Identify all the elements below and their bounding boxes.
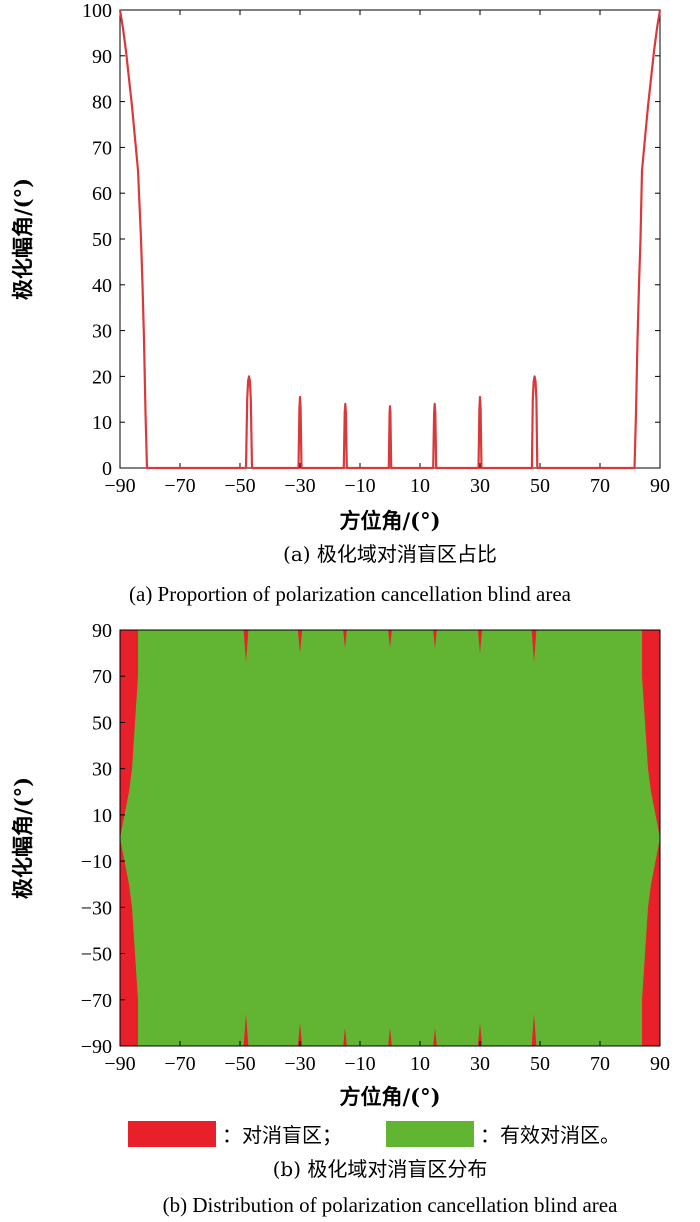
legend-swatch-blind [128,1121,216,1147]
chart-b-blind-spike-top [388,630,392,649]
chart-b-x-tick-label: 10 [410,1053,430,1075]
chart-b-blind-spike-bottom [477,1022,483,1046]
chart-b-y-tick-label: −70 [81,990,112,1012]
chart-b-caption-en: (b) Distribution of polarization cancell… [163,1193,619,1217]
chart-a-y-tick-label: 40 [92,275,112,297]
chart-a-x-tick-label: −70 [164,475,195,497]
chart-b-blind-spike-top [433,630,437,649]
chart-b-legend: ：对消盲区； ：有效对消区。 [128,1121,620,1147]
chart-b-blind-spike-top [531,630,537,663]
chart-b-blind-spike-bottom [243,1013,249,1046]
chart-a-x-tick-label: −30 [284,475,315,497]
chart-b-x-tick-label: −10 [344,1053,375,1075]
legend-swatch-effective [386,1121,474,1147]
chart-b-y-tick-label: 70 [92,666,112,688]
chart-b-x-axis-label: 方位角/(°) [339,1084,440,1109]
chart-b-blind-spike-top [477,630,483,654]
chart-b-blind-region-right [642,630,660,1046]
chart-a-series-line [118,9,662,470]
chart-b-blind-spike-bottom [531,1013,537,1046]
chart-a-y-tick-label: 0 [102,458,112,480]
chart-b-x-tick-label: 30 [470,1053,490,1075]
chart-b-x-tick-label: 90 [650,1053,670,1075]
chart-a-y-tick-label: 90 [92,46,112,68]
chart-b-effective-region [120,630,660,1046]
chart-b-blind-spike-top [343,630,347,649]
chart-a: 0 10 20 30 40 50 60 70 80 90 100 −90 −70 −50 −30 −10 10… [10,0,670,606]
chart-a-x-tick-label: 70 [590,475,610,497]
chart-b-y-tick-label: 50 [92,712,112,734]
chart-b-blind-spike-bottom [388,1027,392,1046]
chart-a-x-ticks: −90 −70 −50 −30 −10 10 30 50 70 90 [104,10,670,497]
chart-b-frame [119,629,661,1047]
chart-b-x-ticks: −90 −70 −50 −30 −10 10 30 50 70 90 [104,1041,670,1075]
chart-a-y-tick-label: 70 [92,137,112,159]
chart-b-y-tick-label: 30 [92,759,112,781]
chart-a-y-ticks: 0 10 20 30 40 50 60 70 80 90 100 [82,0,660,480]
chart-a-x-tick-label: 30 [470,475,490,497]
chart-a-y-axis-label: 极化幅角/(°) [10,178,35,300]
chart-b-x-tick-label: −70 [164,1053,195,1075]
chart-a-y-tick-label: 30 [92,321,112,343]
chart-b-x-tick-label: 50 [530,1053,550,1075]
chart-a-caption-cn: (a) 极化域对消盲区占比 [283,542,497,566]
chart-a-x-tick-label: 10 [410,475,430,497]
chart-b-x-tick-label: −30 [284,1053,315,1075]
chart-b-blind-spike-bottom [433,1027,437,1046]
chart-b-y-tick-label: −90 [81,1036,112,1058]
chart-b-x-tick-label: −90 [104,1053,135,1075]
chart-a-x-tick-label: −90 [104,475,135,497]
chart-b-x-tick-label: −50 [224,1053,255,1075]
legend-label-blind: ：对消盲区； [222,1123,342,1147]
chart-a-y-tick-label: 60 [92,183,112,205]
chart-b-y-tick-label: −10 [81,851,112,873]
chart-a-x-tick-label: −10 [344,475,375,497]
chart-b-x-tick-label: 70 [590,1053,610,1075]
chart-b-y-tick-label: −50 [81,944,112,966]
chart-b-blind-spike-top [243,630,249,663]
chart-b-blind-spike-bottom [297,1022,303,1046]
chart-a-y-tick-label: 20 [92,366,112,388]
chart-b-blind-spike-top [297,630,303,654]
chart-a-x-tick-label: 90 [650,475,670,497]
chart-a-y-tick-label: 10 [92,412,112,434]
chart-b-blind-spike-bottom [343,1027,347,1046]
chart-b-y-axis-label: 极化幅角/(°) [10,777,35,899]
chart-a-frame [119,9,661,469]
chart-b-y-tick-label: 90 [92,620,112,642]
chart-b-blind-spikes [243,630,537,1046]
legend-label-effective: ：有效对消区。 [480,1123,620,1147]
chart-b-caption-cn: (b) 极化域对消盲区分布 [273,1157,488,1181]
chart-b: −90 −70 −50 −30 −10 10 30 50 70 90 −90 −70 −50 −30 −1… [10,620,670,1217]
chart-a-y-tick-label: 100 [82,0,112,22]
chart-b-blind-region-left [120,630,138,1046]
chart-b-y-tick-label: 10 [92,805,112,827]
chart-a-caption-en: (a) Proportion of polarization cancellat… [129,582,572,606]
chart-b-y-tick-label: −30 [81,897,112,919]
chart-a-x-axis-label: 方位角/(°) [339,508,440,533]
chart-a-x-tick-label: 50 [530,475,550,497]
chart-a-x-tick-label: −50 [224,475,255,497]
chart-b-y-ticks: −90 −70 −50 −30 −10 10 30 50 70 90 [81,620,125,1058]
chart-a-y-tick-label: 50 [92,229,112,251]
chart-a-y-tick-label: 80 [92,92,112,114]
